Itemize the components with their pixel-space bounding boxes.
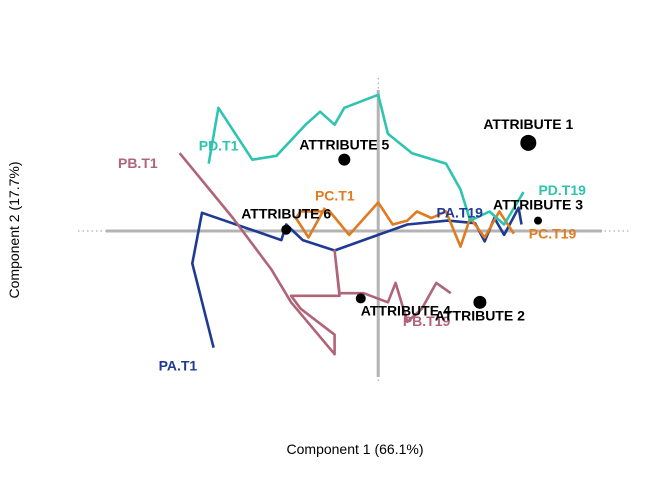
- attribute-label-attribute-1: ATTRIBUTE 1: [483, 116, 573, 132]
- series-label-pd-t1: PD.T1: [199, 138, 239, 154]
- attribute-label-attribute-2: ATTRIBUTE 2: [435, 307, 525, 323]
- series-line-pa: [191, 206, 523, 349]
- attribute-point-attribute-6: [281, 224, 292, 235]
- attribute-label-attribute-6: ATTRIBUTE 6: [241, 206, 331, 222]
- attribute-point-attribute-2: [473, 295, 487, 309]
- y-axis-title: Component 2 (17.7%): [6, 161, 22, 299]
- attribute-label-attribute-4: ATTRIBUTE 4: [361, 302, 451, 318]
- attribute-point-attribute-3: [534, 216, 542, 225]
- series-line-pc: [294, 201, 515, 248]
- series-label-pa-t1: PA.T1: [159, 358, 198, 374]
- x-axis-title: Component 1 (66.1%): [286, 441, 424, 457]
- series-label-pc-t19: PC.T19: [529, 226, 577, 242]
- series-label-pb-t19: PB.T19: [403, 313, 451, 329]
- series-label-pb-t1: PB.T1: [118, 155, 158, 171]
- attribute-point-attribute-1: [520, 134, 537, 151]
- series-label-pa-t19: PA.T19: [437, 205, 484, 221]
- attribute-point-attribute-5: [338, 153, 351, 166]
- attribute-label-attribute-3: ATTRIBUTE 3: [493, 197, 583, 213]
- series-line-pd: [207, 93, 525, 226]
- attribute-label-attribute-5: ATTRIBUTE 5: [299, 137, 389, 153]
- series-layer: [178, 93, 525, 356]
- series-label-pc-t1: PC.T1: [315, 188, 355, 204]
- label-layer: PA.T1 PA.T19 PB.T1 PB.T19 PC.T1 PC.T19 PD.T1 PD…: [118, 116, 586, 374]
- series-line-pb: [178, 152, 452, 356]
- attribute-layer: [281, 134, 542, 309]
- attribute-point-attribute-4: [355, 293, 366, 304]
- series-label-pd-t19: PD.T19: [538, 182, 586, 198]
